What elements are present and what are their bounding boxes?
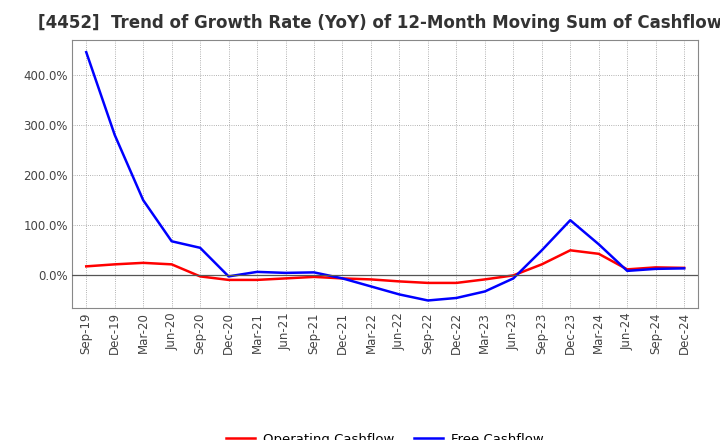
Operating Cashflow	[139, 260, 148, 265]
Free Cashflow	[310, 270, 318, 275]
Free Cashflow	[253, 269, 261, 275]
Operating Cashflow	[566, 248, 575, 253]
Operating Cashflow	[225, 277, 233, 282]
Free Cashflow	[366, 284, 375, 289]
Free Cashflow	[196, 245, 204, 250]
Title: [4452]  Trend of Growth Rate (YoY) of 12-Month Moving Sum of Cashflows: [4452] Trend of Growth Rate (YoY) of 12-…	[38, 15, 720, 33]
Free Cashflow	[167, 238, 176, 244]
Operating Cashflow	[253, 277, 261, 282]
Operating Cashflow	[196, 274, 204, 279]
Line: Free Cashflow: Free Cashflow	[86, 52, 684, 301]
Free Cashflow	[338, 276, 347, 281]
Legend: Operating Cashflow, Free Cashflow: Operating Cashflow, Free Cashflow	[221, 427, 549, 440]
Free Cashflow	[509, 276, 518, 281]
Operating Cashflow	[537, 262, 546, 267]
Free Cashflow	[139, 198, 148, 203]
Operating Cashflow	[452, 280, 461, 286]
Line: Operating Cashflow: Operating Cashflow	[86, 250, 684, 283]
Free Cashflow	[423, 298, 432, 303]
Free Cashflow	[225, 274, 233, 279]
Free Cashflow	[110, 132, 119, 138]
Free Cashflow	[680, 266, 688, 271]
Operating Cashflow	[623, 267, 631, 272]
Operating Cashflow	[680, 265, 688, 271]
Free Cashflow	[566, 217, 575, 223]
Operating Cashflow	[310, 274, 318, 279]
Free Cashflow	[282, 270, 290, 275]
Operating Cashflow	[282, 276, 290, 281]
Operating Cashflow	[167, 262, 176, 267]
Operating Cashflow	[509, 273, 518, 278]
Free Cashflow	[623, 268, 631, 274]
Operating Cashflow	[366, 277, 375, 282]
Operating Cashflow	[423, 280, 432, 286]
Operating Cashflow	[395, 279, 404, 284]
Free Cashflow	[537, 248, 546, 253]
Free Cashflow	[652, 266, 660, 271]
Operating Cashflow	[652, 265, 660, 270]
Operating Cashflow	[595, 251, 603, 257]
Free Cashflow	[480, 289, 489, 294]
Free Cashflow	[452, 295, 461, 301]
Free Cashflow	[595, 242, 603, 247]
Free Cashflow	[395, 292, 404, 297]
Free Cashflow	[82, 50, 91, 55]
Operating Cashflow	[480, 277, 489, 282]
Operating Cashflow	[82, 264, 91, 269]
Operating Cashflow	[338, 276, 347, 281]
Operating Cashflow	[110, 262, 119, 267]
